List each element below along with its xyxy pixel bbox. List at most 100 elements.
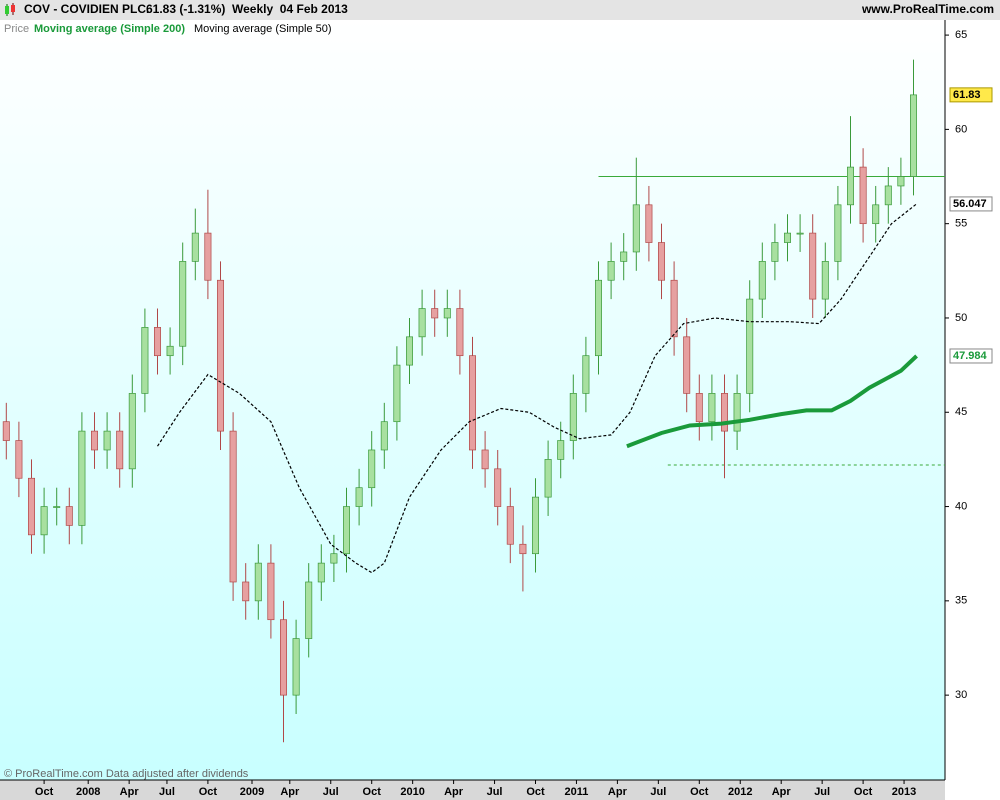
x-tick-label: Oct [854,786,873,798]
last-value-box [949,87,993,103]
legend-entry: Moving average (Simple 50) [194,23,332,35]
quote: 61.83 (-1.31%) [146,2,225,16]
candle-body [267,562,275,621]
candle-body [90,430,98,451]
candle-body [191,232,199,262]
candle-body [330,553,338,564]
x-tick-label: Apr [608,786,628,798]
candle-body [355,487,363,507]
candle-body [519,543,527,555]
candle-body [393,364,401,423]
last-value-box [949,348,993,364]
candle-body [53,506,61,508]
candle-body [569,393,577,441]
candle-body [494,468,502,507]
x-tick-label: Apr [444,786,464,798]
x-tick-label: Oct [363,786,382,798]
x-tick-label: Oct [690,786,709,798]
candle-body [116,430,124,470]
candle-body [695,393,703,423]
candle-body [343,506,351,555]
footer: © ProRealTime.com Data adjusted after di… [4,768,249,780]
candle-body [783,232,791,243]
candle-body [531,496,539,555]
candle-body [78,430,86,526]
candle-body [380,421,388,451]
period: Weekly 04 Feb 2013 [232,2,348,16]
x-tick-label: Jul [650,786,666,798]
candle-body [305,581,313,639]
candle-body [481,449,489,470]
candle-body [179,261,187,347]
candle-body [809,232,817,300]
candle-body [846,166,854,206]
last-value-label: 61.83 [953,89,981,101]
candle-body [65,506,73,526]
x-tick-label: 2008 [76,786,100,798]
y-tick-label: 55 [955,218,967,230]
candle-body [607,261,615,281]
x-axis-band [0,780,945,800]
x-tick-label: Oct [199,786,218,798]
candle-body [418,308,426,338]
candle-body [859,166,867,225]
x-tick-label: Apr [772,786,792,798]
candle-body [469,355,477,451]
last-value-label: 56.047 [953,198,987,210]
candle-body [40,506,48,536]
candle-body [254,562,262,602]
candle-body [406,336,414,366]
x-tick-label: Jul [487,786,503,798]
x-tick-label: 2009 [240,786,264,798]
candle-body [708,393,716,423]
x-tick-label: Jul [159,786,175,798]
candle-body [280,619,288,696]
logo-icon [5,3,15,16]
candle-body [557,440,565,460]
candle-body [720,393,728,432]
candle-body [746,298,754,394]
y-tick-label: 65 [955,29,967,41]
last-value-label: 47.984 [953,350,988,362]
candle-body [154,327,162,357]
candle-body [771,242,779,262]
x-tick-label: 2013 [892,786,916,798]
legend-entry: Moving average (Simple 200) [34,23,185,35]
x-tick-label: 2010 [400,786,424,798]
candle-body [204,232,212,281]
candle-body [317,562,325,583]
candle-body [796,232,804,235]
candle-body [834,204,842,262]
candle-body [2,421,10,441]
moving-average-line [626,354,918,449]
x-tick-label: 2011 [565,786,589,798]
y-tick-label: 45 [955,406,967,418]
candle-body [229,430,237,583]
candle-body [217,279,225,432]
y-tick-label: 35 [955,595,967,607]
candle-body [884,185,892,206]
candle-body [456,308,464,357]
candle-body [28,477,36,536]
candle-body [594,279,602,357]
y-tick-label: 30 [955,689,967,701]
x-tick-label: 2012 [728,786,752,798]
x-tick-label: Oct [35,786,54,798]
x-tick-label: Jul [323,786,339,798]
candle-body [544,459,552,498]
candle-body [15,440,23,479]
symbol: COV - COVIDIEN PLC. [24,2,149,16]
candle-body [582,355,590,394]
y-tick-label: 60 [955,123,967,135]
legend-price: Price [4,23,29,35]
right-axis [945,20,1000,800]
candle-body [683,336,691,394]
candle-body [821,261,829,300]
x-tick-label: Apr [120,786,140,798]
candle-body [506,506,514,545]
x-tick-label: Oct [526,786,545,798]
candle-body [242,581,250,602]
candle-body [368,449,376,489]
candle-body [443,308,451,319]
